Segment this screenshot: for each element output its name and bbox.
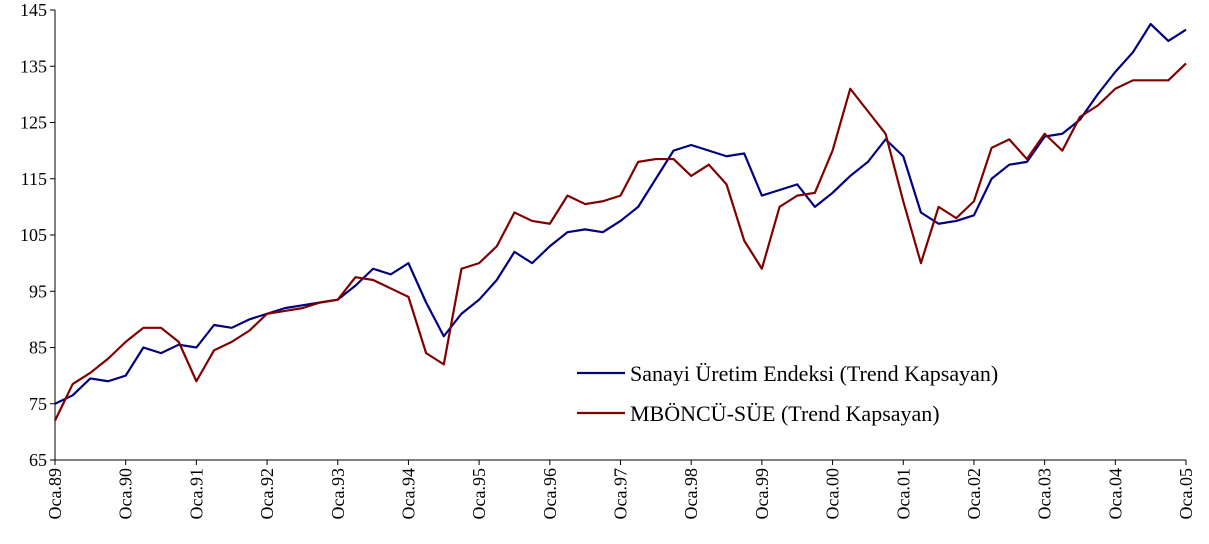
series-line bbox=[54, 62, 1187, 422]
y-tick-label: 145 bbox=[20, 0, 47, 20]
x-tick-label: Oca.89 bbox=[45, 468, 65, 519]
x-tick-label: Oca.02 bbox=[964, 468, 984, 519]
y-tick-label: 115 bbox=[21, 169, 47, 189]
x-tick-label: Oca.05 bbox=[1176, 468, 1196, 519]
x-tick-label: Oca.04 bbox=[1105, 468, 1125, 519]
series-line bbox=[54, 22, 1187, 405]
x-tick-label: Oca.90 bbox=[116, 468, 136, 519]
y-tick-label: 65 bbox=[29, 450, 47, 470]
x-tick-label: Oca.99 bbox=[752, 468, 772, 519]
y-tick-label: 75 bbox=[29, 394, 47, 414]
x-tick-label: Oca.96 bbox=[540, 468, 560, 519]
x-tick-label: Oca.98 bbox=[681, 468, 701, 519]
x-tick-label: Oca.95 bbox=[469, 468, 489, 519]
x-tick-label: Oca.93 bbox=[328, 468, 348, 519]
legend-label: MBÖNCÜ-SÜE (Trend Kapsayan) bbox=[630, 401, 940, 426]
x-tick-label: Oca.97 bbox=[611, 468, 631, 519]
y-tick-label: 85 bbox=[29, 338, 47, 358]
x-tick-label: Oca.92 bbox=[257, 468, 277, 519]
y-tick-label: 135 bbox=[20, 56, 47, 76]
x-tick-label: Oca.03 bbox=[1035, 468, 1055, 519]
y-tick-label: 125 bbox=[20, 113, 47, 133]
x-tick-label: Oca.91 bbox=[186, 468, 206, 519]
x-tick-label: Oca.00 bbox=[823, 468, 843, 519]
x-tick-label: Oca.94 bbox=[398, 468, 418, 519]
y-tick-label: 105 bbox=[20, 225, 47, 245]
legend-label: Sanayi Üretim Endeksi (Trend Kapsayan) bbox=[630, 361, 998, 386]
y-tick-label: 95 bbox=[29, 281, 47, 301]
x-tick-label: Oca.01 bbox=[893, 468, 913, 519]
